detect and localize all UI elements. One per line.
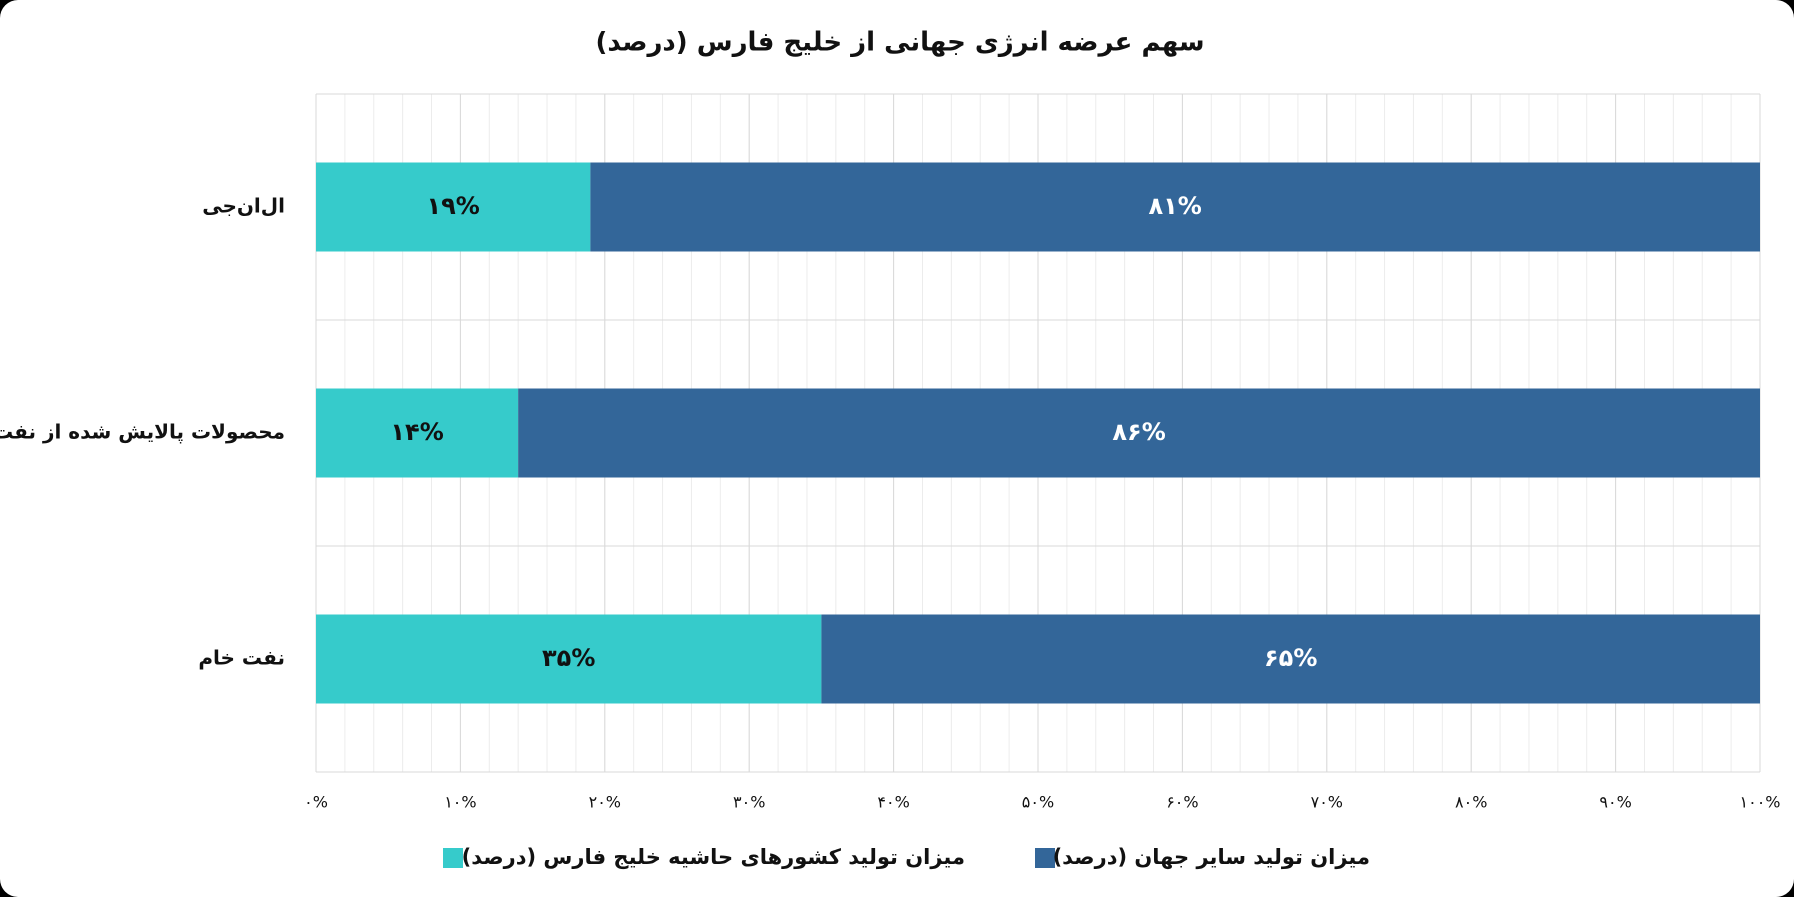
bar-segment [316, 388, 519, 478]
bar-segment [316, 614, 822, 704]
legend-label: میزان تولید کشورهای حاشیه خلیج فارس (درص… [462, 845, 965, 869]
value-label: ۸۱% [1149, 192, 1202, 220]
legend-swatch [1035, 848, 1055, 868]
value-label: ۳۵% [542, 644, 595, 672]
x-tick-label: ۳۰% [733, 793, 765, 812]
value-label: ۸۶% [1112, 418, 1165, 446]
x-tick-label: ۷۰% [1311, 793, 1343, 812]
x-tick-label: ۰% [304, 793, 328, 812]
y-tick-label: ال‌ان‌جی [202, 194, 285, 218]
y-tick-label: نفت خام [198, 646, 285, 670]
x-tick-label: ۱۰۰% [1740, 793, 1781, 812]
x-tick-label: ۵۰% [1022, 793, 1054, 812]
bar-segment [316, 162, 591, 252]
x-tick-label: ۸۰% [1455, 793, 1487, 812]
x-tick-label: ۴۰% [877, 793, 909, 812]
legend-label: میزان تولید سایر جهان (درصد) [1053, 845, 1370, 869]
bar-segment [821, 614, 1760, 704]
value-label: ۱۴% [390, 418, 443, 446]
legend-swatch [443, 848, 463, 868]
value-label: ۶۵% [1264, 644, 1317, 672]
y-tick-label: محصولات پالایش شده از نفت [0, 420, 285, 445]
chart-title: سهم عرضه انرژی جهانی از خلیج فارس (درصد) [595, 28, 1204, 58]
x-tick-label: ۲۰% [589, 793, 621, 812]
x-tick-label: ۹۰% [1599, 793, 1631, 812]
x-tick-label: ۶۰% [1166, 793, 1198, 812]
bar-segment [590, 162, 1760, 252]
bar-segment [518, 388, 1761, 478]
value-label: ۱۹% [427, 192, 480, 220]
x-tick-label: ۱۰% [444, 793, 476, 812]
